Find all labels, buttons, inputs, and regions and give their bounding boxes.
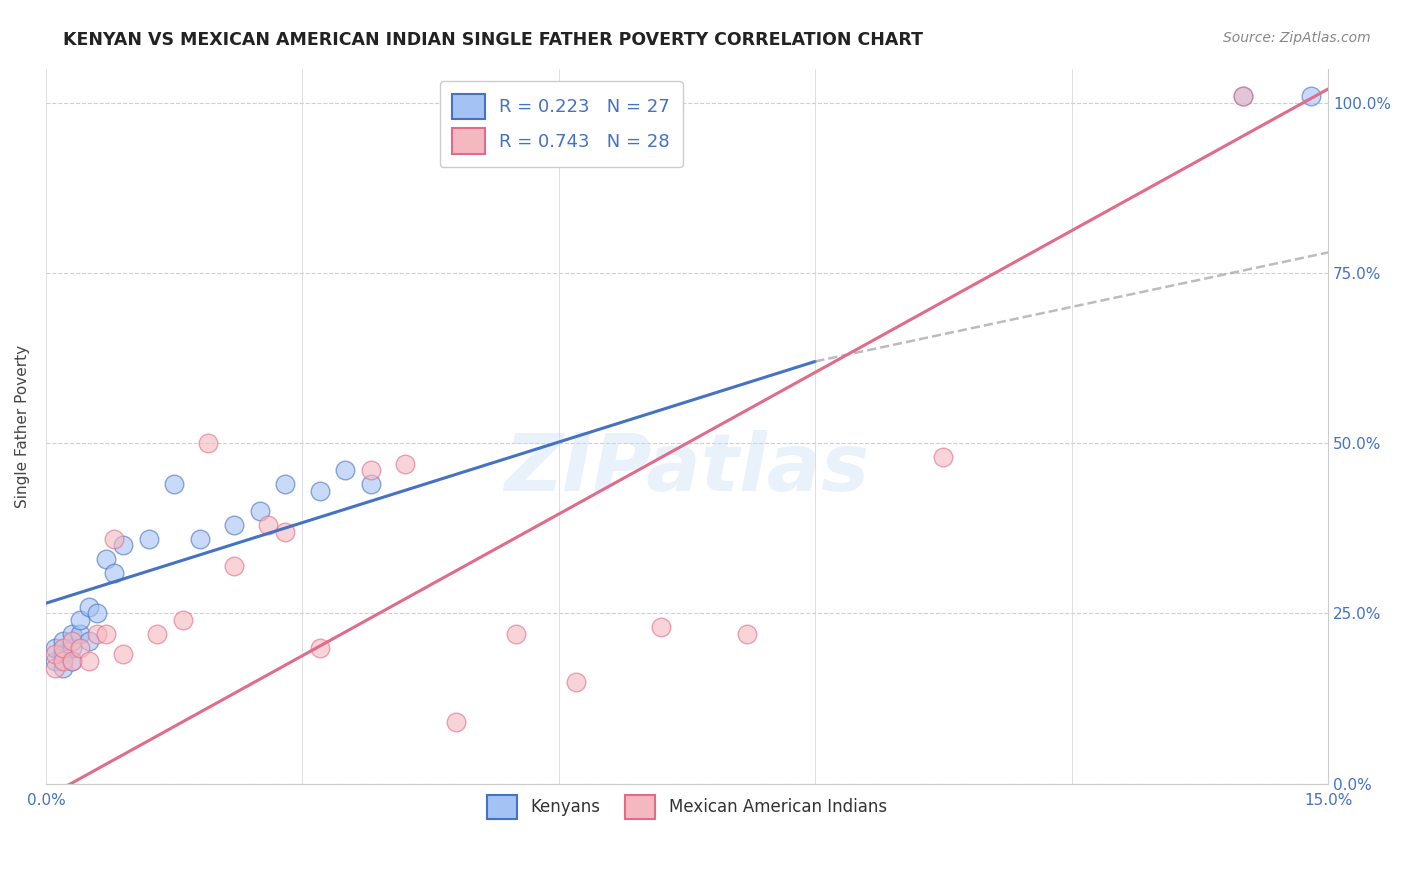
Point [69, 627, 91, 641]
Point [52, 654, 75, 668]
Point [1232, 88, 1254, 103]
Point [103, 532, 125, 546]
Point [44, 648, 66, 662]
Y-axis label: Single Father Poverty: Single Father Poverty [15, 344, 30, 508]
Point [111, 538, 134, 552]
Point [86, 607, 108, 621]
Point [222, 558, 245, 573]
Point [60, 640, 83, 655]
Point [163, 477, 186, 491]
Point [249, 504, 271, 518]
Point [52, 648, 75, 662]
Point [505, 627, 527, 641]
Point [60, 654, 83, 668]
Text: Source: ZipAtlas.com: Source: ZipAtlas.com [1223, 31, 1371, 45]
Point [308, 640, 330, 655]
Point [650, 620, 672, 634]
Point [146, 627, 169, 641]
Legend: Kenyans, Mexican American Indians: Kenyans, Mexican American Indians [481, 789, 894, 825]
Point [60, 654, 83, 668]
Point [60, 627, 83, 641]
Point [172, 613, 194, 627]
Point [274, 524, 297, 539]
Point [44, 640, 66, 655]
Point [360, 477, 382, 491]
Point [197, 436, 219, 450]
Point [86, 627, 108, 641]
Point [94, 627, 117, 641]
Point [257, 517, 280, 532]
Point [446, 715, 468, 730]
Point [138, 532, 160, 546]
Point [77, 599, 100, 614]
Point [103, 566, 125, 580]
Point [44, 661, 66, 675]
Point [360, 463, 382, 477]
Point [52, 661, 75, 675]
Point [52, 640, 75, 655]
Point [565, 674, 588, 689]
Point [932, 450, 955, 464]
Text: KENYAN VS MEXICAN AMERICAN INDIAN SINGLE FATHER POVERTY CORRELATION CHART: KENYAN VS MEXICAN AMERICAN INDIAN SINGLE… [63, 31, 924, 49]
Point [1232, 88, 1254, 103]
Point [308, 483, 330, 498]
Point [735, 627, 758, 641]
Point [333, 463, 356, 477]
Point [222, 517, 245, 532]
Point [77, 633, 100, 648]
Point [94, 552, 117, 566]
Point [274, 477, 297, 491]
Point [69, 640, 91, 655]
Point [111, 648, 134, 662]
Point [44, 654, 66, 668]
Point [69, 613, 91, 627]
Point [52, 633, 75, 648]
Point [188, 532, 211, 546]
Text: ZIPatlas: ZIPatlas [505, 430, 869, 508]
Point [1299, 88, 1322, 103]
Point [394, 457, 416, 471]
Point [77, 654, 100, 668]
Point [60, 633, 83, 648]
